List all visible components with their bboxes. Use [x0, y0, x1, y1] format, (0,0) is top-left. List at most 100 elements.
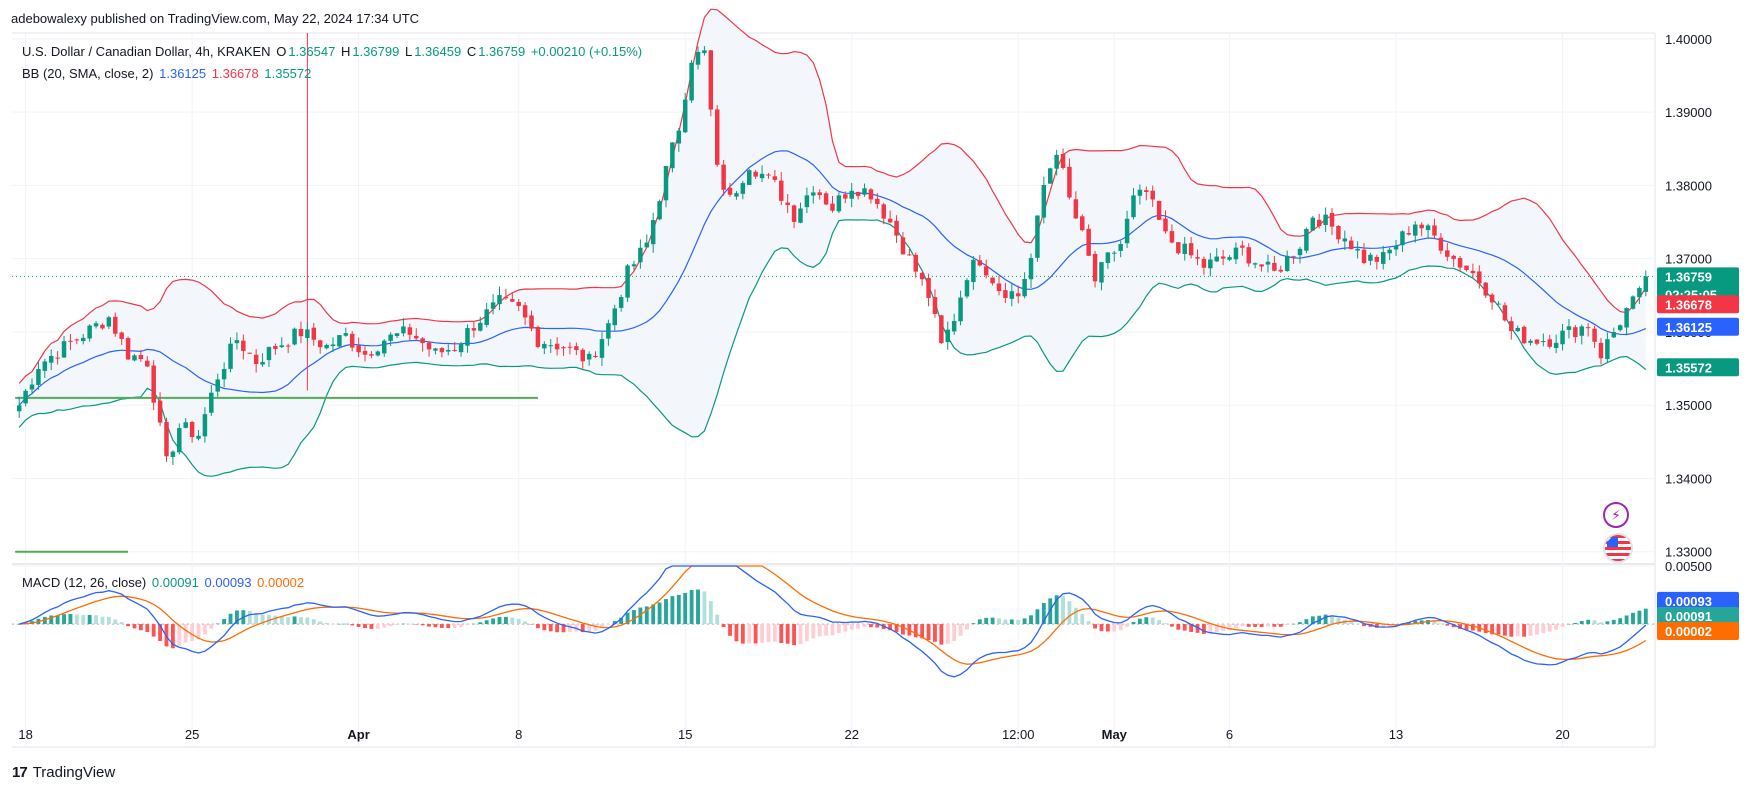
macd-hist-bar — [894, 624, 899, 632]
macd-hist-bar — [875, 624, 880, 628]
x-tick-label: 15 — [678, 727, 692, 742]
macd-hist-bar — [1362, 624, 1366, 627]
candle — [164, 417, 169, 462]
macd-hist-bar — [1157, 620, 1162, 625]
candle — [971, 256, 976, 290]
macd-hist-bar — [183, 624, 188, 643]
candle — [305, 322, 310, 343]
candle — [490, 294, 496, 315]
macd-hist-bar — [529, 624, 534, 625]
candle-body — [381, 340, 387, 354]
lightning-icon[interactable]: ⚡︎ — [1603, 502, 1629, 528]
candle-body — [1509, 321, 1514, 332]
candle-body — [977, 260, 983, 266]
candle-body — [1585, 327, 1591, 329]
macd-hist-bar — [17, 624, 22, 625]
macd-hist-badge-text: 0.00091 — [1665, 609, 1712, 624]
macd-hist-bar — [1061, 596, 1065, 625]
candle-body — [875, 198, 880, 205]
x-tick-label: 12:00 — [1002, 727, 1035, 742]
candle-body — [612, 308, 618, 326]
candle — [951, 313, 957, 335]
macd-hist-bar — [516, 618, 521, 625]
candle — [958, 290, 963, 326]
candle — [407, 323, 413, 341]
macd-hist-bar — [542, 624, 547, 631]
macd-hist-bar — [1554, 624, 1559, 630]
candle — [1477, 265, 1482, 289]
candle — [900, 232, 906, 255]
macd-hist-bar — [1253, 624, 1258, 627]
candle — [1406, 226, 1412, 236]
macd-hist-bar — [1298, 622, 1302, 625]
candle — [1637, 286, 1642, 304]
macd-hist-badge: 0.00091 — [1657, 606, 1739, 625]
candle-body — [330, 344, 336, 347]
macd-hist-bar — [1131, 622, 1136, 625]
candle — [772, 169, 778, 183]
macd-hist-bar — [55, 615, 60, 625]
candle — [1252, 262, 1258, 269]
macd-hist-value: 0.00091 — [151, 575, 199, 590]
macd-hist-bar — [1009, 619, 1014, 625]
candle — [1144, 186, 1149, 201]
macd-hist-bar — [1406, 622, 1411, 625]
candle-body — [1156, 200, 1162, 220]
candle-body — [1573, 327, 1578, 338]
candle-body — [964, 280, 970, 297]
macd-hist-bar — [811, 624, 816, 639]
macd-hist-bar — [792, 624, 796, 646]
candle — [939, 314, 944, 344]
macd-hist-bar — [1041, 603, 1046, 625]
candle — [311, 322, 317, 346]
candle-body — [465, 328, 470, 346]
candle-body — [1124, 218, 1130, 244]
macd-hist-bar — [1016, 619, 1021, 625]
candle-body — [811, 192, 816, 196]
candle — [36, 361, 41, 390]
candle-body — [1047, 168, 1053, 184]
macd-hist-bar — [267, 614, 271, 625]
candle-body — [234, 340, 240, 344]
candle-body — [990, 277, 995, 284]
candle — [714, 105, 720, 167]
bb-lower-badge: 1.35572 — [1657, 358, 1739, 377]
candle-body — [1220, 256, 1226, 259]
macd-hist-bar — [318, 621, 323, 625]
macd-hist-bar — [74, 614, 79, 625]
candle — [1566, 318, 1572, 339]
candle — [1297, 246, 1303, 264]
macd-hist-bar — [331, 624, 335, 625]
candle-body — [1400, 231, 1405, 246]
candle-body — [843, 194, 848, 199]
candle — [1316, 213, 1322, 229]
candle — [1035, 215, 1040, 262]
candle-body — [1022, 278, 1027, 297]
macd-hist-bar — [702, 591, 707, 625]
macd-hist-bar — [1285, 624, 1290, 626]
macd-hist-bar — [747, 624, 752, 644]
candle-body — [87, 325, 92, 339]
candle — [1233, 242, 1239, 265]
macd-hist-bar — [1163, 623, 1168, 625]
candle-body — [369, 354, 374, 356]
macd-hist-bar — [862, 624, 867, 628]
candle — [1227, 255, 1232, 262]
candle — [1131, 188, 1136, 220]
candle-body — [1521, 326, 1527, 344]
candle-body — [1438, 237, 1444, 251]
candle — [567, 342, 573, 355]
macd-hist-bar — [1470, 624, 1475, 631]
candle — [29, 378, 35, 395]
us-flag-icon[interactable] — [1603, 533, 1633, 563]
candle-body — [503, 296, 509, 299]
candle-body — [375, 351, 381, 356]
macd-hist-bar — [1464, 624, 1469, 630]
candle — [913, 252, 918, 278]
macd-signal-badge-bg — [1657, 622, 1739, 641]
tradingview-logo[interactable]: 17 TradingView — [12, 764, 115, 781]
macd-hist-bar — [568, 624, 572, 632]
macd-hist-bar — [1291, 623, 1296, 625]
